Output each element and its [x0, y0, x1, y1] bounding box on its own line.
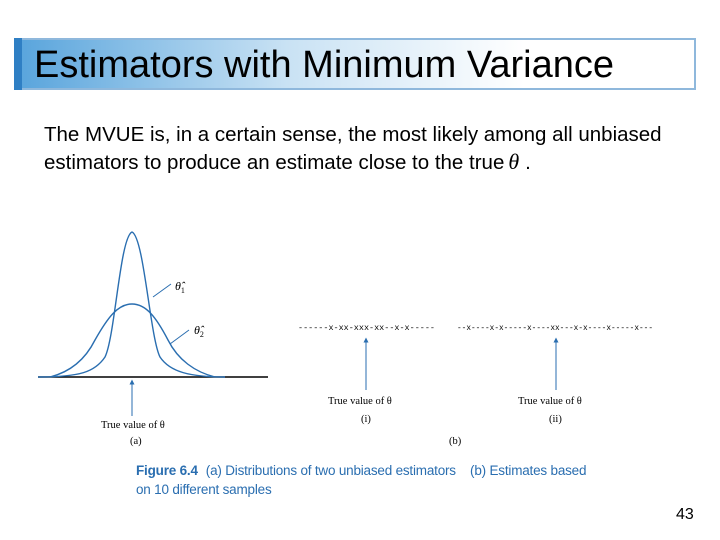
slide-title: Estimators with Minimum Variance [34, 44, 615, 86]
body-text-main: The MVUE is, in a certain sense, the mos… [44, 123, 662, 174]
panel-label-b: (b) [449, 436, 462, 447]
theta1-label: θ̂1 [175, 279, 186, 295]
theta2-label: θ̂2 [194, 323, 205, 339]
panel-a: θ̂1 θ̂2 True value of θ (a) [37, 231, 268, 447]
distribution-theta2 [49, 303, 216, 378]
figure-caption-label: Figure 6.4 [136, 463, 198, 478]
sample-estimates-i: ------x-xx-xxx-xx--x-x----- [298, 323, 435, 333]
body-text-period: . [525, 151, 531, 174]
distribution-theta1 [37, 231, 226, 378]
sample-estimates-ii: --x----x-x-----x----xx---x-x----x-----x-… [457, 323, 653, 333]
panel-label-a: (a) [130, 436, 142, 447]
figure-caption-line2: on 10 different samples [136, 482, 272, 497]
true-value-label-a: True value of θ [101, 420, 165, 431]
theta1-leader [152, 283, 172, 298]
theta2-leader [169, 329, 190, 345]
figure-caption-text1: (a) Distributions of two unbiased estima… [205, 463, 587, 478]
sub-label-ii: (ii) [549, 414, 562, 425]
panel-b: ------x-xx-xxx-xx--x-x----- --x----x-x--… [298, 323, 653, 447]
figure-caption-line1: Figure 6.4 (a) Distributions of two unbia… [136, 463, 586, 478]
title-accent-bar [14, 38, 22, 90]
sub-label-i: (i) [361, 414, 371, 425]
theta-symbol: θ [508, 149, 520, 174]
title-bar [14, 38, 696, 90]
page-number: 43 [676, 506, 694, 523]
figure-6-4: θ̂1 θ̂2 True value of θ (a) ------x-xx-x… [37, 231, 653, 447]
true-value-label-ii: True value of θ [518, 396, 582, 407]
body-text: The MVUE is, in a certain sense, the mos… [44, 121, 684, 176]
true-value-label-i: True value of θ [328, 396, 392, 407]
